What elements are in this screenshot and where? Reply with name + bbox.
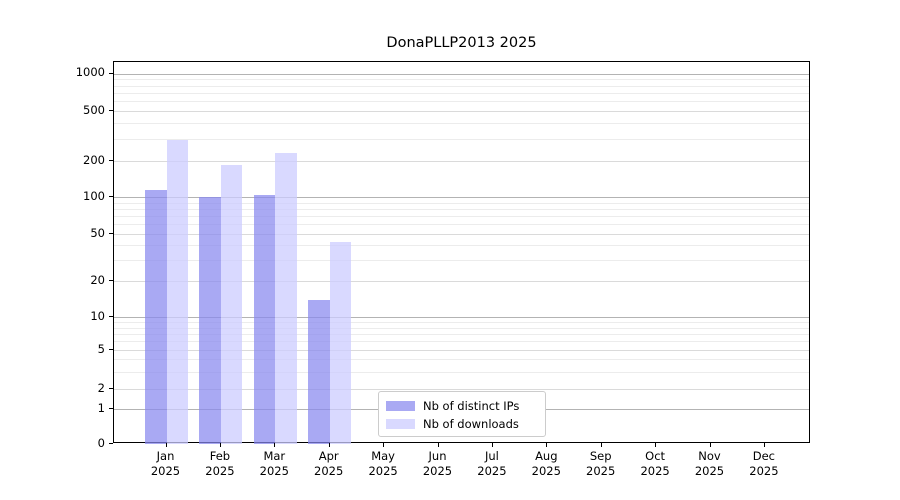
xtick-mark-feb [219, 443, 221, 447]
gridline-minor-7 [114, 333, 809, 335]
bar-downloads-apr [329, 241, 352, 444]
xtick-label-jul: Jul 2025 [477, 449, 507, 478]
gridline-minor-9 [114, 322, 809, 324]
xtick-label-oct: Oct 2025 [640, 449, 670, 478]
ytick-label-10: 10 [90, 308, 105, 323]
ytick-label-1: 1 [97, 400, 105, 415]
gridline-minor-6 [114, 341, 809, 343]
gridline-minor-3 [114, 371, 809, 373]
xtick-label-mar: Mar 2025 [259, 449, 289, 478]
ytick-mark-50 [109, 233, 113, 234]
gridline-20 [114, 281, 809, 282]
ytick-label-5: 5 [97, 341, 105, 356]
xtick-mark-aug [546, 443, 548, 447]
xtick-label-jun: Jun 2025 [422, 449, 453, 478]
ytick-mark-2 [109, 388, 113, 389]
legend-row-distinct-ips: Nb of distinct IPs [386, 398, 537, 413]
xtick-mark-apr [328, 443, 330, 447]
ytick-label-2: 2 [97, 380, 105, 395]
legend-label-distinct-ips: Nb of distinct IPs [423, 398, 520, 413]
ytick-mark-1000 [109, 72, 113, 74]
plot-area [113, 61, 810, 444]
chart-title: DonaPLLP2013 2025 [386, 35, 537, 51]
gridline-minor-4 [114, 359, 809, 361]
xtick-mark-may [383, 443, 385, 447]
legend-swatch-downloads [386, 418, 415, 429]
xtick-label-apr: Apr 2025 [314, 449, 344, 478]
bar-distinct-ips-apr [308, 299, 330, 444]
gridline-minor-8 [114, 327, 809, 329]
legend-row-downloads: Nb of downloads [386, 416, 537, 431]
gridline-minor-40 [114, 245, 809, 247]
ytick-mark-5 [109, 349, 113, 350]
gridline-minor-70 [114, 216, 809, 218]
xtick-label-dec: Dec 2025 [749, 449, 779, 478]
xtick-label-may: May 2025 [368, 449, 398, 478]
xtick-label-jan: Jan 2025 [150, 449, 181, 478]
gridline-minor-80 [114, 208, 809, 210]
gridline-minor-700 [114, 92, 809, 94]
xtick-mark-jun [437, 443, 439, 447]
bar-distinct-ips-mar [253, 194, 276, 444]
gridline-minor-600 [114, 101, 809, 103]
xtick-mark-jan [165, 443, 167, 447]
xtick-mark-dec [763, 443, 765, 447]
gridline-200 [114, 161, 809, 162]
bar-downloads-jan [166, 139, 188, 444]
ytick-label-1000: 1000 [75, 65, 105, 79]
ytick-label-20: 20 [90, 272, 105, 287]
xtick-label-sep: Sep 2025 [586, 449, 616, 478]
ytick-label-50: 50 [90, 225, 105, 240]
ytick-label-500: 500 [83, 102, 105, 117]
ytick-mark-500 [109, 110, 113, 111]
xtick-label-feb: Feb 2025 [205, 449, 235, 478]
xtick-mark-nov [709, 443, 711, 447]
ytick-label-100: 100 [83, 188, 105, 203]
gridline-minor-900 [114, 79, 809, 81]
ytick-label-200: 200 [83, 152, 105, 167]
gridline-minor-30 [114, 260, 809, 262]
legend: Nb of distinct IPs Nb of downloads [378, 391, 546, 437]
gridline-2 [114, 389, 809, 390]
gridline-minor-60 [114, 224, 809, 226]
legend-swatch-distinct-ips [386, 400, 415, 411]
bar-downloads-mar [275, 153, 297, 444]
gridline-1000 [114, 73, 809, 75]
ytick-mark-10 [109, 316, 113, 317]
ytick-mark-0 [109, 443, 113, 444]
ytick-mark-100 [109, 196, 113, 197]
xtick-label-nov: Nov 2025 [694, 449, 725, 478]
ytick-mark-200 [109, 160, 113, 161]
xtick-label-aug: Aug 2025 [531, 449, 561, 478]
gridline-100 [114, 197, 809, 198]
xtick-mark-sep [600, 443, 602, 447]
ytick-mark-20 [109, 280, 113, 281]
gridline-minor-90 [114, 202, 809, 204]
ytick-mark-1 [109, 408, 113, 409]
xtick-mark-jul [491, 443, 493, 447]
bar-distinct-ips-feb [199, 197, 221, 444]
gridline-500 [114, 111, 809, 112]
bar-distinct-ips-jan [145, 189, 167, 444]
xtick-mark-oct [655, 443, 657, 447]
bar-downloads-feb [220, 165, 243, 444]
gridline-10 [114, 317, 809, 318]
gridline-minor-300 [114, 138, 809, 140]
ytick-label-0: 0 [97, 435, 105, 450]
gridline-50 [114, 234, 809, 235]
legend-label-downloads: Nb of downloads [423, 416, 519, 431]
gridline-minor-400 [114, 123, 809, 125]
gridline-5 [114, 350, 809, 351]
xtick-mark-mar [274, 443, 276, 447]
gridline-minor-800 [114, 85, 809, 87]
